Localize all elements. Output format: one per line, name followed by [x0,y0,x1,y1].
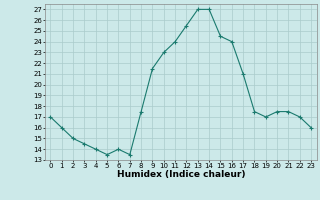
X-axis label: Humidex (Indice chaleur): Humidex (Indice chaleur) [116,170,245,179]
